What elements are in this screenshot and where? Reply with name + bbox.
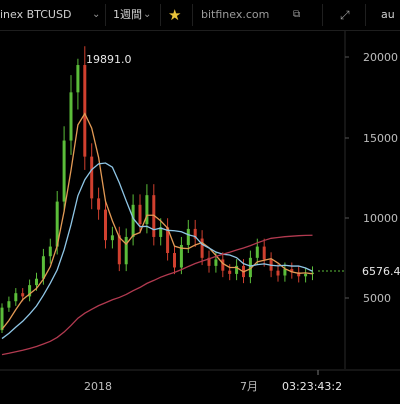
candle-body [276,270,280,276]
moving-averages-group [1,112,313,356]
ma-mid-line [1,162,313,340]
candle-body [0,307,4,331]
x-tick-july: 7月 [240,380,258,393]
partial-menu-label[interactable]: au [381,8,395,21]
symbol-label[interactable]: inex BTCUSD [0,8,72,21]
divider [365,4,366,26]
interval-chevron-down-icon[interactable]: ⌄ [143,9,152,20]
candle-body [283,269,287,276]
divider [105,4,106,26]
site-link[interactable]: bitfinex.com [201,8,270,21]
candle-body [159,227,163,237]
candle-body [83,65,87,157]
price-chart[interactable]: 6576.4 19891.0 20000 15000 10000 5000 20… [0,31,400,400]
candle-body [131,204,135,237]
external-link-icon[interactable]: ⧉ [293,9,301,20]
candle-body [41,256,45,279]
candle-body [290,269,294,273]
candle-body [48,246,52,257]
candle-body [304,273,308,277]
candle-body [297,272,301,277]
y-tick-15000: 15000 [363,132,398,145]
candle-body [221,259,225,271]
divider [160,4,161,26]
candle-body [248,257,252,278]
y-tick-10000: 10000 [363,212,398,225]
candle-body [173,253,176,268]
candle-body [28,285,32,297]
candle-body [193,228,197,239]
interval-select[interactable]: 1週間 [113,8,142,21]
peak-label: 19891.0 [86,53,132,66]
candle-body [117,235,121,265]
candle-body [138,204,142,225]
current-time-label: 03:23:43:2 [282,380,342,393]
candle-body [90,156,94,199]
candle-body [124,236,128,265]
chart-svg: 6576.4 19891.0 20000 15000 10000 5000 20… [0,31,400,393]
candle-body [69,92,73,141]
candle-body [145,195,149,225]
star-icon[interactable]: ★ [168,6,182,24]
candle-body [255,246,259,258]
candle-body [76,65,80,93]
candle-body [179,244,183,268]
ma-fast-line [1,112,313,330]
toolbar: inex BTCUSD ⌄ 1週間 ⌄ ★ bitfinex.com ⧉ ⤢ a… [0,0,400,31]
candle-body [55,201,59,247]
candle-body [228,270,232,274]
candle-body [35,278,38,286]
divider [192,4,193,26]
fullscreen-icon[interactable]: ⤢ [340,8,350,22]
candle-body [110,235,114,241]
last-price-label: 6576.4 [362,265,400,278]
ma-slow-line [1,234,313,356]
candle-body [7,301,11,308]
candle-body [14,293,18,302]
divider [322,4,323,26]
candle-body [214,259,218,266]
candle-body [262,246,266,260]
candle-body [200,238,204,258]
y-tick-5000: 5000 [363,292,391,305]
candle-body [166,227,170,254]
candle-body [207,257,211,266]
chevron-down-icon[interactable]: ⌄ [92,9,101,20]
candle-body [235,265,239,274]
candle-body [104,209,107,241]
candle-body [186,228,190,245]
candle-body [21,293,25,297]
y-tick-20000: 20000 [363,51,398,64]
candle-body [62,140,66,202]
candles-group [0,46,314,334]
x-tick-2018: 2018 [84,380,112,393]
candle-body [97,198,101,210]
